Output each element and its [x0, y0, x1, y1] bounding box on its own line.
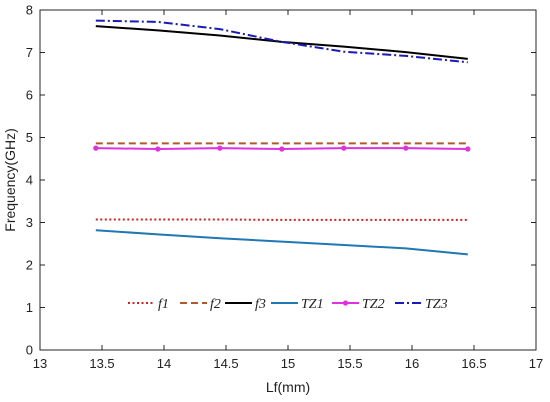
x-tick-label: 15	[281, 356, 295, 371]
legend-label-f3: f3	[255, 297, 266, 312]
y-tick-label: 1	[26, 300, 33, 315]
y-tick-label: 4	[26, 173, 33, 188]
x-tick-label: 13.5	[89, 356, 114, 371]
legend-label-tz2: TZ2	[362, 297, 385, 312]
y-axis-ticks: 0 1 2 3 4 5 6 7 8	[26, 3, 536, 358]
y-tick-label: 0	[26, 343, 33, 358]
legend-label-f2: f2	[210, 297, 221, 312]
series-tz3	[95, 19, 468, 64]
data-point-tz2	[465, 146, 471, 152]
x-tick-label: 14.5	[213, 356, 238, 371]
data-point-tz2	[93, 145, 99, 151]
legend: f1 f2 f3 TZ1 TZ2 TZ3	[128, 297, 448, 312]
data-point-tz2	[341, 145, 347, 151]
legend-label-f1: f1	[158, 297, 169, 312]
y-tick-label: 2	[26, 258, 33, 273]
series-line-tz3	[95, 19, 468, 64]
series-layer	[93, 19, 471, 256]
x-axis-ticks: 13 13.5 14 14.5 15 15.5 16 16.5 17	[33, 10, 543, 371]
series-tz2	[93, 145, 471, 152]
y-axis-title: Frequency(GHz)	[2, 128, 18, 231]
x-tick-label: 16	[405, 356, 419, 371]
y-tick-label: 5	[26, 130, 33, 145]
legend-label-tz1: TZ1	[301, 297, 324, 312]
series-line-tz1	[95, 229, 468, 256]
series-tz1	[95, 229, 468, 256]
y-tick-label: 6	[26, 88, 33, 103]
plot-frame	[39, 9, 537, 351]
y-tick-label: 3	[26, 215, 33, 230]
y-tick-label: 8	[26, 3, 33, 18]
data-point-tz2	[217, 145, 223, 151]
data-point-tz2	[155, 146, 161, 152]
data-point-tz2	[403, 145, 409, 151]
legend-marker-tz2	[342, 300, 349, 306]
data-point-tz2	[279, 146, 285, 152]
y-tick-label: 7	[26, 45, 33, 60]
x-tick-label: 14	[157, 356, 171, 371]
legend-label-tz3: TZ3	[425, 297, 448, 312]
x-tick-label: 15.5	[337, 356, 362, 371]
x-tick-label: 13	[33, 356, 47, 371]
x-axis-title: Lf(mm)	[266, 379, 310, 395]
x-tick-label: 16.5	[461, 356, 486, 371]
x-tick-label: 17	[529, 356, 543, 371]
plot-area	[39, 9, 537, 351]
